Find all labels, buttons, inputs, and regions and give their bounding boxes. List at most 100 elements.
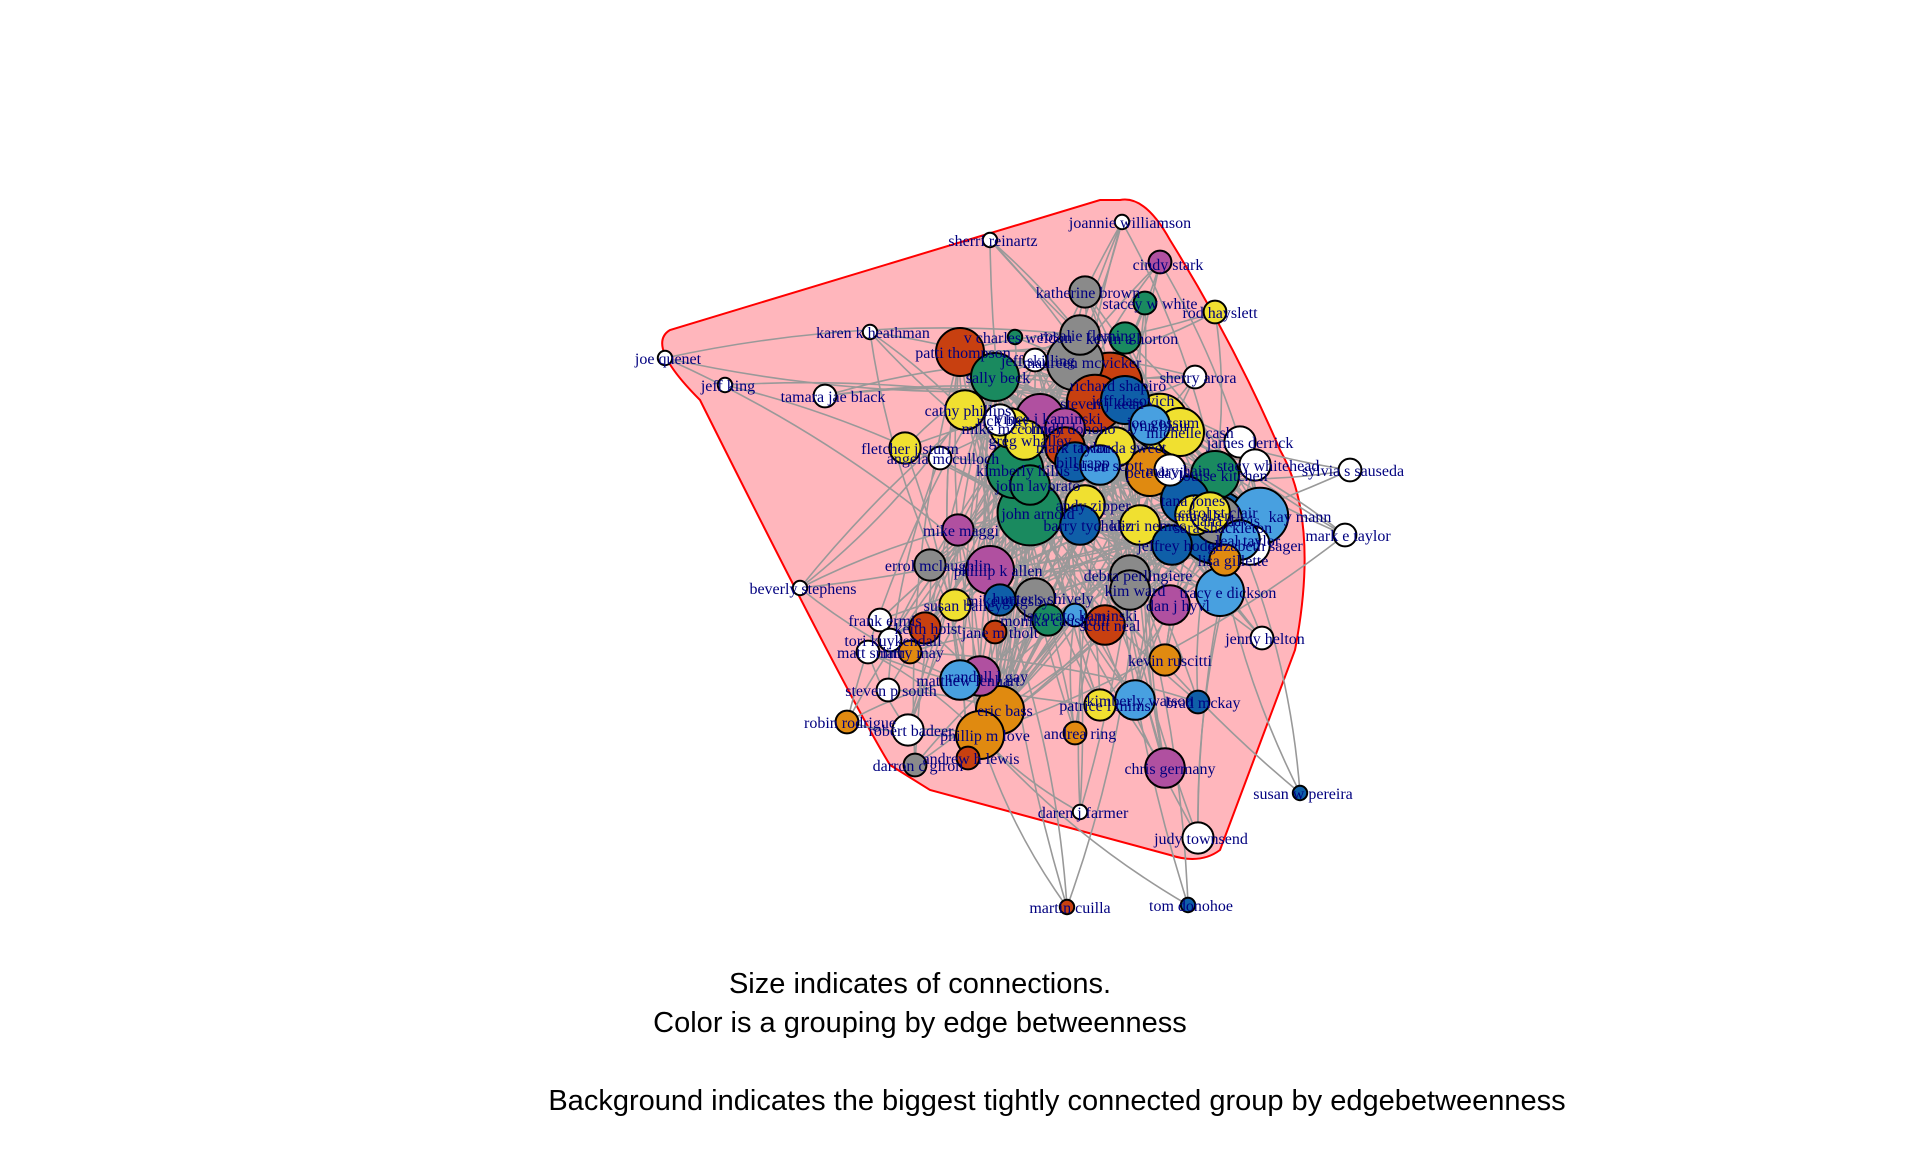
node-label: larry may (882, 645, 944, 662)
network-node (927, 445, 953, 471)
node-label: andrew h lewis (923, 751, 1020, 768)
node-label: kay mann (1269, 509, 1332, 526)
node-label: pete davis (1126, 465, 1190, 482)
network-node (1009, 464, 1051, 506)
node-label: mike grigsby (966, 593, 1050, 610)
network-node (1185, 689, 1211, 715)
network-node (1079, 444, 1121, 486)
node-label: carol st clair (1178, 505, 1258, 522)
node-label: barry tycholiz (1043, 518, 1132, 535)
network-node (1149, 584, 1191, 626)
network-node (1031, 603, 1065, 637)
network-node (970, 352, 1020, 402)
node-label: randall l gay (948, 669, 1028, 686)
node-label: phillip m love (940, 728, 1030, 745)
node-label: scott neal (1080, 618, 1141, 635)
network-edge (954, 376, 996, 606)
caption-size-legend: Size indicates of connections. (728, 968, 1112, 1000)
node-label: susan w pereira (1253, 786, 1353, 803)
node-label: susan bailey (924, 598, 1003, 615)
network-node (1084, 604, 1126, 646)
node-label: ann allen (1174, 508, 1232, 525)
node-label: mary hain (1146, 463, 1210, 480)
node-label: joannie williamson (1068, 215, 1191, 232)
network-edge (1239, 539, 1301, 794)
node-label: james derrick (1206, 435, 1294, 452)
network-node (1179, 896, 1197, 914)
node-label: susan scott (1073, 458, 1143, 475)
node-label: jenny helton (1224, 631, 1305, 648)
network-node (1144, 747, 1186, 789)
node-label: joe gossum (1126, 415, 1200, 432)
node-label: sherri reinartz (948, 233, 1037, 250)
node-label: keith holst (894, 621, 962, 638)
network-node (1208, 543, 1242, 577)
network-edge (1159, 261, 1261, 517)
network-node (1068, 275, 1102, 309)
network-node (902, 752, 928, 778)
network-node (939, 659, 981, 701)
node-label: lisa gillette (1198, 553, 1269, 570)
node-label: jeffrey hodge (1136, 538, 1222, 555)
node-label: john arnold (1000, 506, 1074, 523)
network-node (1337, 457, 1363, 483)
node-label: mark taylor (1036, 440, 1111, 457)
node-label: kimberly watson (1086, 693, 1193, 710)
network-node (1004, 419, 1046, 461)
node-label: jane m tholt (961, 625, 1039, 642)
network-node (1147, 249, 1173, 275)
node-label: chris germany (1124, 761, 1215, 778)
node-label: eric bass (977, 703, 1033, 720)
network-node (875, 677, 901, 703)
label-layer: joannie williamson sherri reinartz cindy s… (634, 215, 1404, 917)
network-edge (979, 734, 1189, 906)
network-node (867, 607, 893, 633)
network-node (1108, 321, 1142, 355)
network-node (1181, 821, 1215, 855)
node-label: jeff dasovich (1091, 393, 1175, 410)
node-label: sherry arora (1160, 370, 1237, 387)
node-label: mike mcconnell (962, 421, 1065, 438)
network-node (1129, 404, 1171, 446)
node-label: steven p south (845, 683, 937, 700)
network-node (656, 349, 674, 367)
network-node (1223, 425, 1257, 459)
node-label: vince j kaminski (995, 411, 1101, 428)
network-node (812, 383, 838, 409)
network-node (1062, 602, 1088, 628)
node-label: karen k heathman (816, 325, 930, 342)
node-label: greg whalley (988, 433, 1071, 450)
node-label: joe quenet (634, 351, 702, 368)
network-node (1071, 803, 1089, 821)
network-node (1202, 299, 1228, 325)
node-label: elizabeth sager (1207, 538, 1303, 555)
network-node (1153, 453, 1187, 487)
network-node (1113, 213, 1131, 231)
node-label: twanda sweet (1080, 440, 1167, 457)
node-label: richard shapiro (1070, 378, 1166, 395)
node-label: tana jones (1161, 493, 1225, 510)
node-label: lynn blair (1127, 418, 1189, 435)
network-edge (799, 587, 961, 681)
network-node (1291, 784, 1309, 802)
node-label: sara shackleton (1174, 520, 1272, 537)
node-label: debra perlingiere (1084, 568, 1193, 585)
network-node (1059, 504, 1101, 546)
network-node (891, 713, 925, 747)
node-label: monika causholli (1000, 613, 1110, 630)
node-label: fletcher j sturm (861, 441, 959, 458)
network-node (888, 431, 922, 465)
caption-background-legend: Background indicates the biggest tightly… (548, 1085, 1566, 1117)
network-node (1151, 524, 1193, 566)
network-node (1132, 290, 1158, 316)
node-label: martin cuilla (1029, 900, 1110, 917)
node-label: stacey w white (1102, 296, 1197, 313)
node-label: michelle cash (1146, 425, 1234, 442)
network-node (944, 389, 986, 431)
node-label: kerri nemec (1110, 518, 1186, 535)
network-node (1022, 347, 1048, 373)
node-label: john lavorato (995, 478, 1081, 495)
node-label: mike maggi (923, 523, 1000, 540)
network-node (935, 327, 985, 377)
network-node (1062, 720, 1088, 746)
